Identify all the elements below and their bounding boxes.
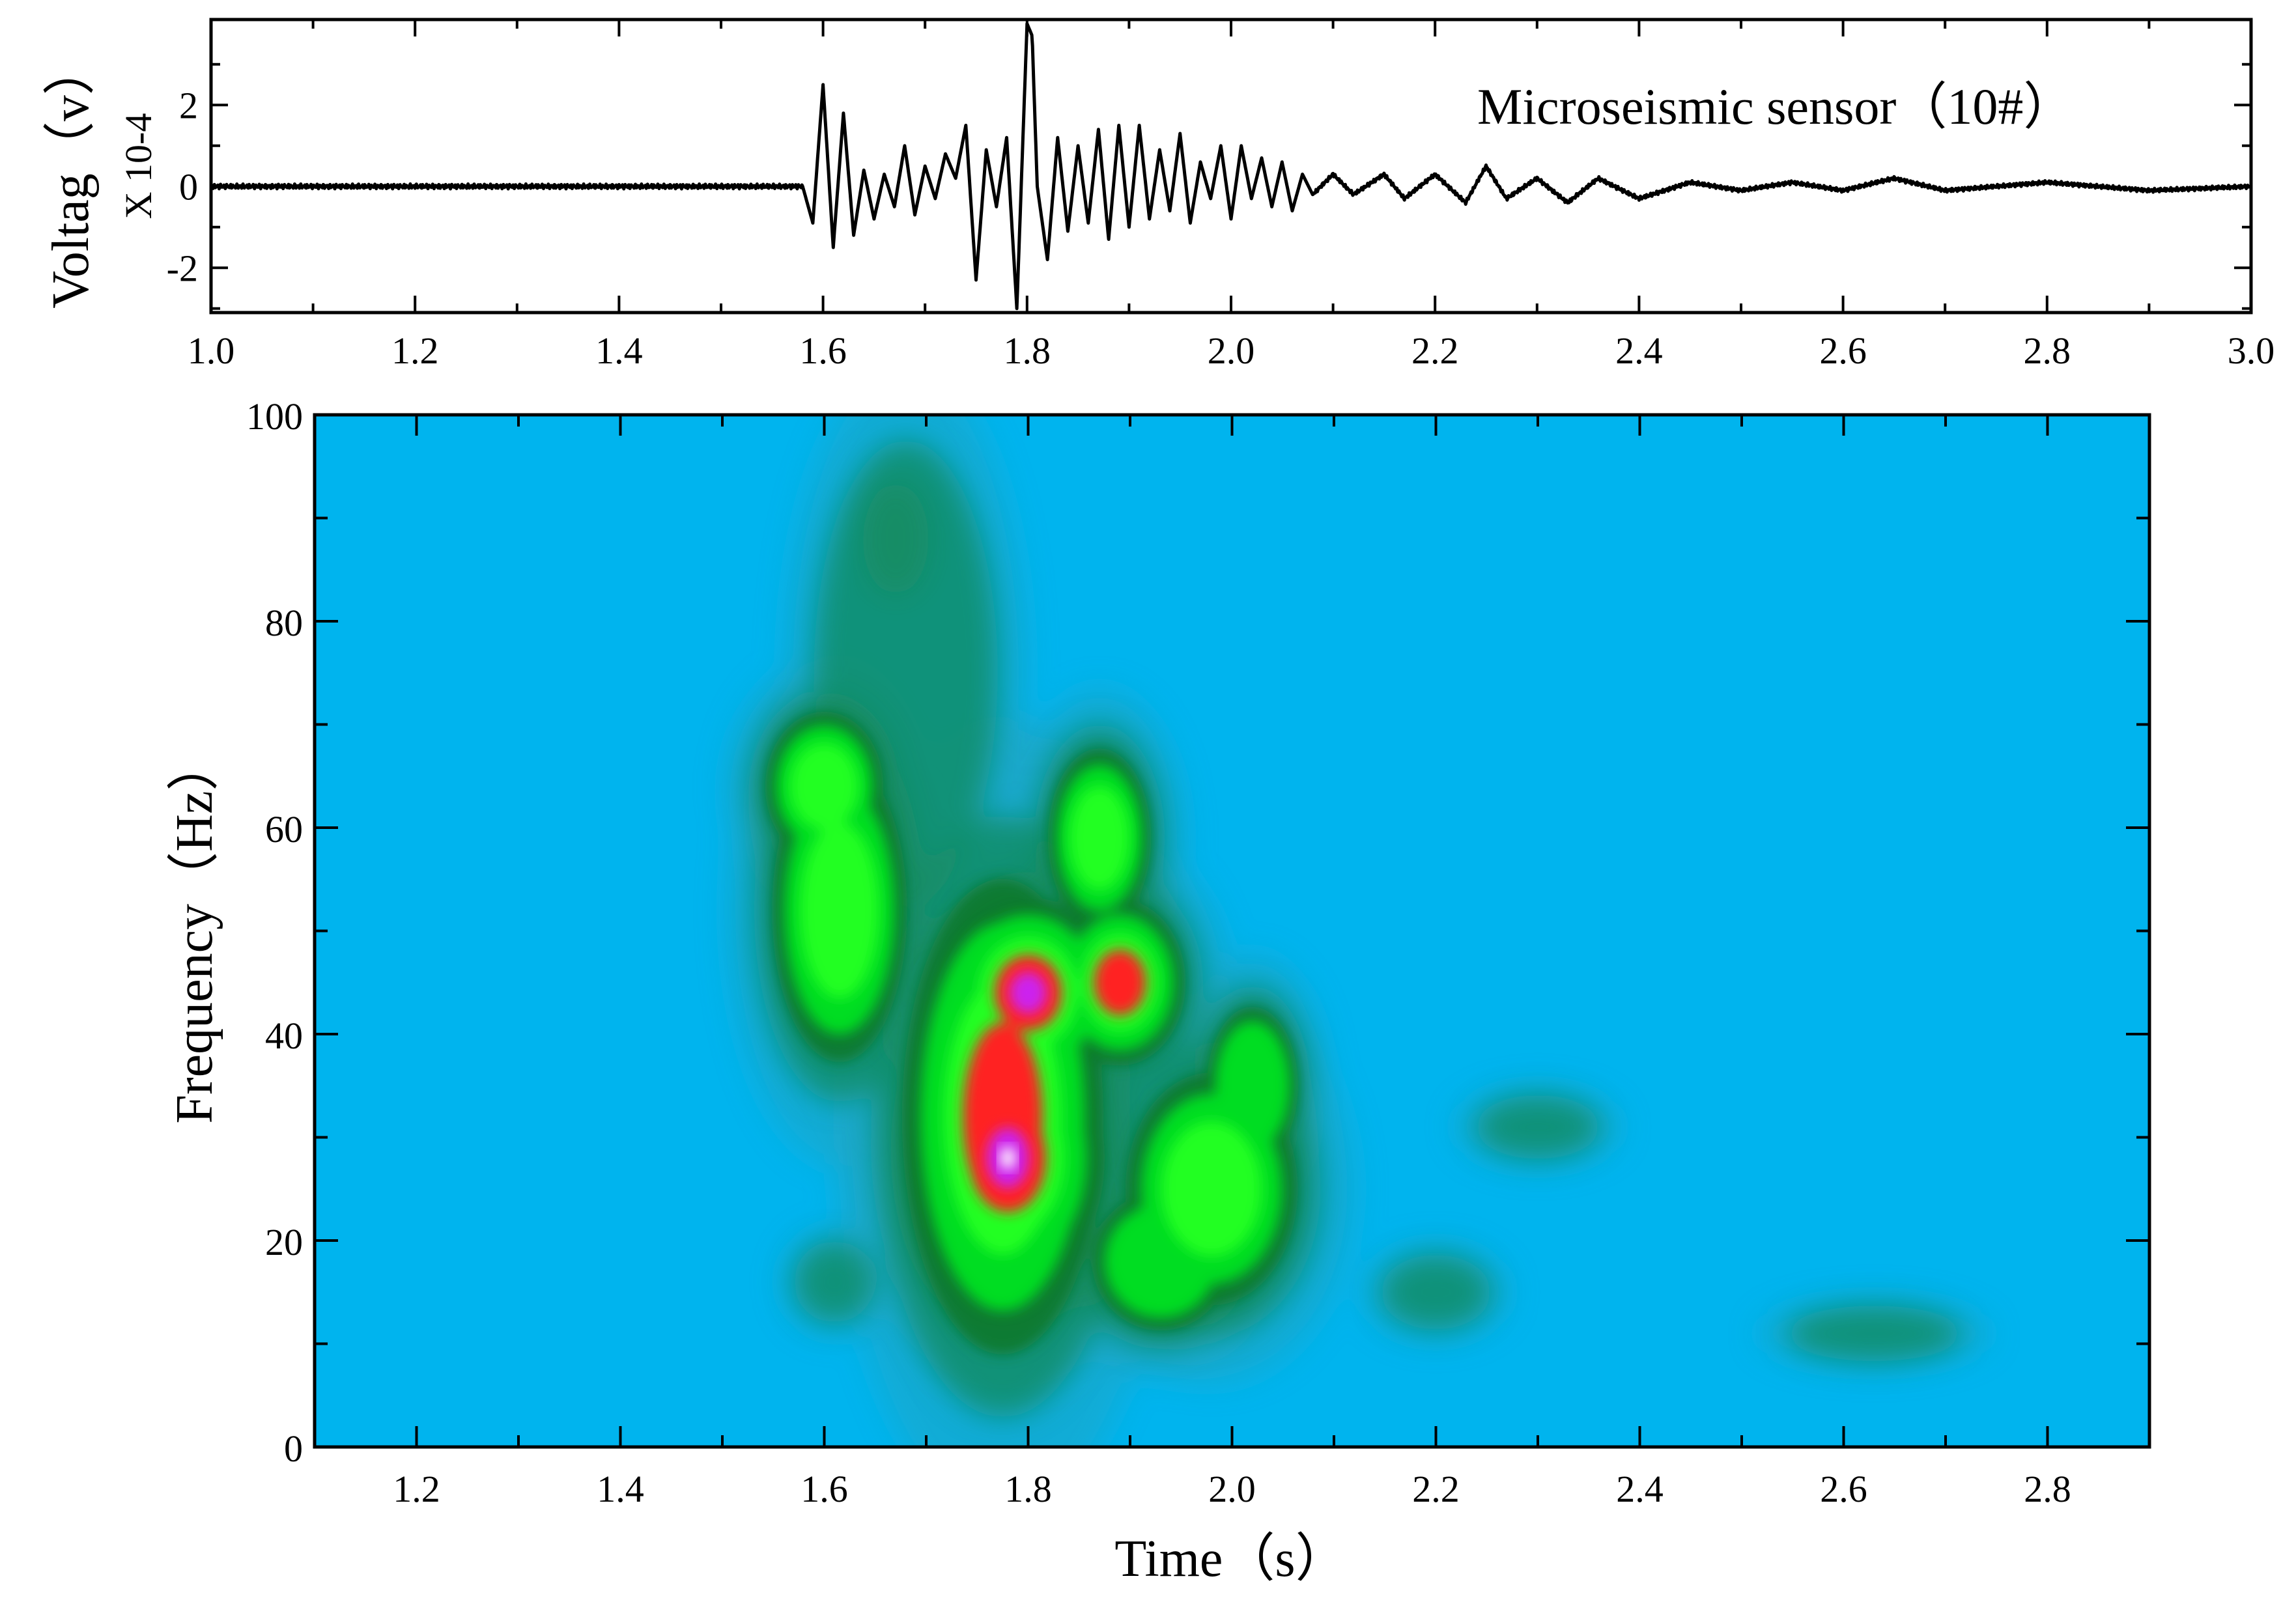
waveform-x-tick-label: 2.4 [1615,330,1663,372]
energy-cluster [1380,1255,1492,1330]
waveform-series-line [211,21,2251,311]
spectrogram-energy [724,415,1991,1447]
waveform-x-tick-label: 1.8 [1004,330,1051,372]
waveform-x-tick-label: 1.4 [595,330,643,372]
spectrogram-x-axis-title: Time（s） [1114,1530,1347,1588]
spectrogram-y-tick-label: 40 [265,1015,303,1057]
sensor-annotation: Microseismic sensor（10#） [1477,78,2074,135]
spectrogram-y-tick-label: 0 [284,1427,303,1470]
energy-cluster [794,1241,875,1323]
spectrogram-x-tick-label: 1.8 [1004,1468,1052,1510]
waveform-x-tick-label: 2.0 [1208,330,1255,372]
spectrogram-y-axis-title: Frequency（Hz） [166,739,223,1124]
spectrogram-x-tick-label: 2.2 [1412,1468,1460,1510]
spectrogram-panel: 1.2 1.4 1.6 1.8 2.0 2.2 2.4 2.6 2.8 0 20 40 60 80 100… [166,395,2151,1588]
energy-cluster [1009,972,1047,1015]
spectrogram-ticks [315,414,2149,1448]
energy-cluster [1094,949,1146,1016]
waveform-x-tick-labels: 1.0 1.2 1.4 1.6 1.8 2.0 2.2 2.4 2.6 2.8 3.0 [188,330,2275,372]
energy-cluster [1161,1121,1262,1257]
energy-cluster [999,1146,1016,1170]
energy-cluster [790,743,858,830]
energy-cluster [800,822,879,998]
spectrogram-x-tick-label: 1.4 [597,1468,644,1510]
spectrogram-level-7 [999,1146,1016,1170]
waveform-panel: 1.0 1.2 1.4 1.6 1.8 2.0 2.2 2.4 2.6 2.8 3.0 -2 0 2 M… [42,18,2275,372]
spectrogram-x-tick-label: 2.6 [1820,1468,1867,1510]
waveform-y-tick-label: 2 [179,84,198,126]
spectrogram-x-tick-label: 1.2 [393,1468,440,1510]
spectrogram-x-tick-label: 2.8 [2024,1468,2071,1510]
waveform-y-tick-label: 0 [179,165,198,208]
waveform-x-tick-label: 1.0 [188,330,235,372]
waveform-x-tick-label: 2.6 [1819,330,1867,372]
spectrogram-y-tick-label: 100 [246,395,303,438]
waveform-y-axis-title: Voltag（v） [42,43,100,308]
spectrogram-x-tick-label: 1.6 [801,1468,848,1510]
spectrogram-y-tick-labels: 0 20 40 60 80 100 [246,395,303,1470]
energy-cluster [1787,1306,1962,1362]
energy-cluster [1215,1021,1290,1151]
waveform-x-tick-label: 1.6 [799,330,847,372]
spectrogram-y-tick-label: 20 [265,1221,303,1263]
waveform-y-tick-label: -2 [167,247,198,289]
energy-cluster [1070,786,1129,890]
spectrogram-level-4 [790,743,1262,1257]
waveform-x-tick-label: 1.2 [391,330,439,372]
spectrogram-x-tick-label: 2.4 [1616,1468,1664,1510]
spectrogram-y-tick-label: 80 [265,602,303,644]
waveform-x-tick-label: 2.2 [1411,330,1459,372]
waveform-frame [209,18,2253,315]
waveform-y-scale-label: X 10-4 [117,113,160,219]
waveform-x-tick-label: 3.0 [2228,330,2275,372]
energy-cluster [1475,1095,1600,1159]
waveform-ticks [210,20,2252,313]
waveform-y-tick-labels: -2 0 2 [167,84,198,289]
spectrogram-x-tick-label: 2.0 [1208,1468,1256,1510]
spectrogram-x-tick-labels: 1.2 1.4 1.6 1.8 2.0 2.2 2.4 2.6 2.8 [393,1468,2071,1510]
spectrogram-y-tick-label: 60 [265,808,303,850]
waveform-x-tick-label: 2.8 [2024,330,2071,372]
